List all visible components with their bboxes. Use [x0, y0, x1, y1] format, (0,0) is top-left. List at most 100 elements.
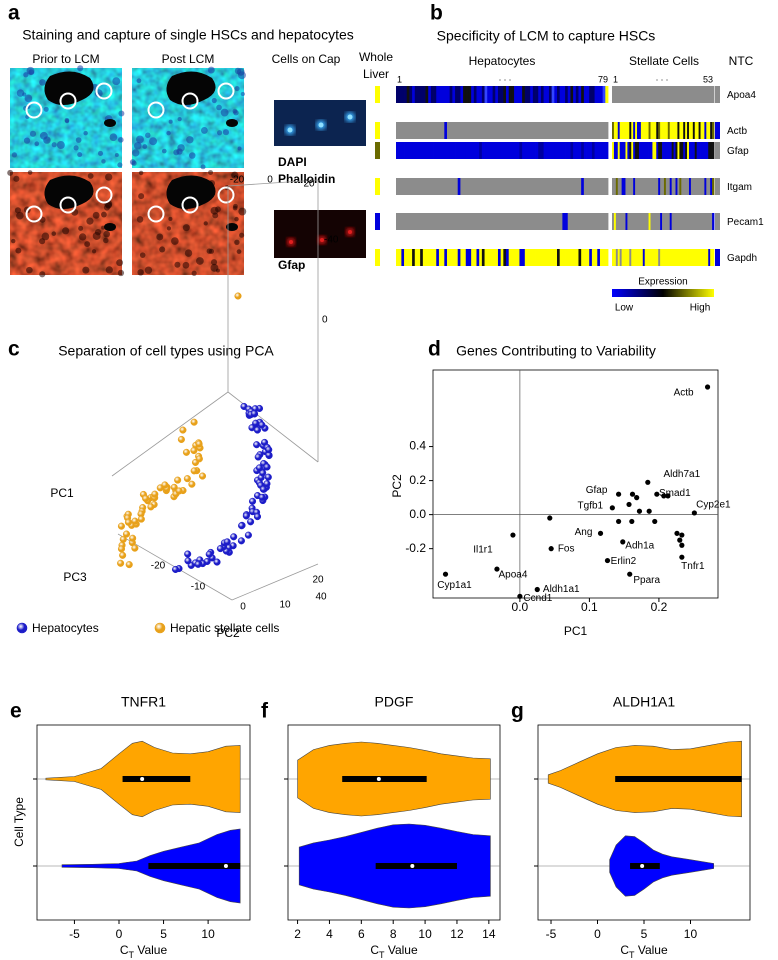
heatmap-cell: [710, 213, 713, 230]
panel-letter: d: [428, 338, 441, 361]
panel-title: Staining and capture of single HSCs and …: [22, 27, 354, 43]
heatmap-cell: [599, 122, 604, 139]
heatmap-cell: [497, 178, 502, 195]
heatmap-cell: [715, 178, 720, 195]
heatmap-cell: [508, 142, 512, 159]
heatmap-cell: [503, 213, 507, 230]
heatmap-cell: [625, 122, 628, 139]
heatmap-cell: [567, 178, 571, 195]
point: [629, 491, 636, 497]
heatmap-cell: [640, 178, 644, 195]
plot-frame: [287, 724, 501, 921]
heatmap-cell: [704, 142, 707, 159]
nucleus: [161, 148, 167, 154]
heatmap-cell: [612, 178, 615, 195]
heatmap-cell: [648, 86, 651, 103]
point: [627, 571, 633, 577]
heatmap-cell: [627, 249, 630, 266]
heatmap-cell: [648, 142, 651, 159]
heatmap-cell: [656, 213, 659, 230]
x-tick-label: 0.1: [581, 600, 598, 614]
heatmap-cell: [623, 122, 626, 139]
index-label: . . .: [656, 72, 669, 82]
capture-circle: [59, 92, 77, 110]
heatmap-cell: [455, 122, 459, 139]
heatmap-cell: [623, 178, 626, 195]
heatmap-cell: [694, 142, 698, 159]
heatmap-cell: [516, 249, 520, 266]
nucleus: [234, 216, 239, 222]
panel-letter: e: [10, 700, 22, 723]
heatmap-cell: [578, 86, 582, 103]
heatmap-cell: [375, 122, 380, 139]
heatmap-cell: [519, 249, 523, 266]
heatmap-cell: [481, 178, 485, 195]
heatmap-cell: [484, 213, 488, 230]
heatmap-cell: [583, 213, 587, 230]
point: [661, 493, 667, 499]
heatmap-cell: [420, 213, 424, 230]
pca-point: [205, 550, 213, 558]
heatmap-cell: [414, 122, 418, 139]
heatmap-cell: [457, 86, 461, 103]
heatmap-cell: [492, 213, 496, 230]
point: [677, 537, 683, 543]
heatmap-cell: [457, 122, 461, 139]
heatmap-cell: [667, 142, 671, 159]
heatmap-cell: [710, 86, 713, 103]
heatmap-cell: [573, 86, 577, 103]
heatmap-cell: [522, 213, 526, 230]
heatmap-cell: [404, 122, 408, 139]
heatmap-cell: [476, 142, 480, 159]
heatmap-cell: [409, 213, 413, 230]
heatmap-cell: [559, 178, 563, 195]
heatmap-cell: [468, 178, 472, 195]
heatmap-cell: [605, 249, 609, 266]
x-tick-label: 0.0: [512, 600, 529, 614]
heatmap-cell: [675, 142, 678, 159]
group-label: Hepatocytes: [469, 54, 536, 68]
nucleus: [83, 130, 88, 136]
heatmap-cell: [613, 142, 617, 159]
heatmap-cell: [414, 86, 418, 103]
heatmap-cell: [704, 249, 707, 266]
heatmap-cell: [597, 178, 601, 195]
heatmap-cell: [612, 86, 615, 103]
heatmap-cell: [428, 213, 432, 230]
legend-marker: [154, 622, 166, 634]
heatmap-cell: [698, 249, 701, 266]
heatmap-cell: [436, 249, 440, 266]
heatmap-cell: [629, 122, 632, 139]
nucleus: [43, 106, 49, 112]
heatmap-cell: [615, 86, 619, 103]
heatmap-cell: [589, 213, 593, 230]
heatmap-cell: [694, 178, 698, 195]
heatmap-cell: [554, 122, 558, 139]
heatmap-cell: [637, 86, 640, 103]
heatmap-cell: [417, 213, 421, 230]
point: [679, 542, 685, 548]
heatmap-cell: [702, 213, 705, 230]
heatmap-cell: [646, 178, 649, 195]
heatmap-cell: [663, 86, 667, 103]
heatmap-cell: [396, 249, 400, 266]
heatmap-cell: [667, 213, 671, 230]
point: [665, 493, 671, 499]
nucleus: [105, 266, 113, 274]
heatmap-cell: [715, 142, 720, 159]
heatmap-cell: [662, 178, 665, 195]
heatmap-cell: [465, 86, 469, 103]
heatmap-cell: [633, 213, 636, 230]
heatmap-cell: [565, 178, 569, 195]
heatmap-cell: [708, 213, 711, 230]
heatmap-cell: [375, 213, 380, 230]
heatmap-cell: [594, 122, 598, 139]
heatmap-cell: [425, 142, 429, 159]
heatmap-cell: [449, 86, 453, 103]
heatmap-cell: [619, 86, 623, 103]
heatmap-cell: [436, 213, 440, 230]
heatmap-cell: [430, 178, 434, 195]
heatmap-cell: [623, 249, 626, 266]
heatmap-cell: [481, 142, 485, 159]
heatmap-cell: [449, 142, 453, 159]
